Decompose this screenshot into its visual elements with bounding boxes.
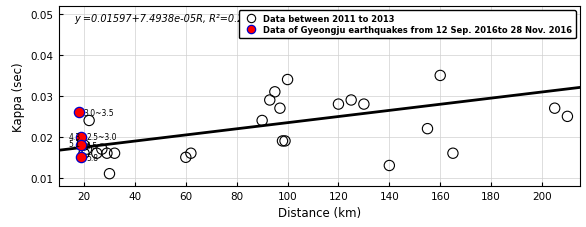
Data between 2011 to 2013 [384, 164, 394, 168]
Text: 2.5~3.0: 2.5~3.0 [86, 133, 117, 142]
Data between 2011 to 2013 [265, 99, 274, 102]
Legend: Data between 2011 to 2013, Data of Gyeongju earthquakes from 12 Sep. 2016to 28 N: Data between 2011 to 2013, Data of Gyeon… [239, 11, 576, 39]
Text: 4.3: 4.3 [69, 132, 81, 141]
Data between 2011 to 2013 [563, 115, 572, 119]
Data between 2011 to 2013 [79, 152, 88, 155]
Text: 4.5: 4.5 [86, 141, 98, 150]
Data between 2011 to 2013 [334, 103, 343, 106]
Text: 5.8: 5.8 [86, 153, 98, 162]
Data between 2011 to 2013 [278, 139, 287, 143]
Data between 2011 to 2013 [359, 103, 369, 106]
Data between 2011 to 2013 [550, 107, 560, 111]
Data between 2011 to 2013 [92, 152, 101, 155]
Data between 2011 to 2013 [84, 119, 94, 123]
Data of Gyeongju earthquakes from 12 Sep. 2016to 28 Nov. 2016 [77, 136, 86, 139]
Text: 3.0~3.5: 3.0~3.5 [84, 108, 114, 117]
Data between 2011 to 2013 [448, 152, 458, 155]
Y-axis label: Kappa (sec): Kappa (sec) [12, 62, 25, 131]
Data between 2011 to 2013 [435, 74, 445, 78]
Data between 2011 to 2013 [283, 78, 292, 82]
Data between 2011 to 2013 [181, 156, 190, 159]
Data between 2011 to 2013 [346, 99, 356, 102]
X-axis label: Distance (km): Distance (km) [278, 207, 361, 220]
Data between 2011 to 2013 [105, 172, 114, 176]
Data between 2011 to 2013 [270, 91, 280, 94]
Text: y =0.01597+7.4938e-05R, R²=0.29253: y =0.01597+7.4938e-05R, R²=0.29253 [74, 14, 269, 24]
Text: 5.1: 5.1 [69, 140, 81, 149]
Data between 2011 to 2013 [97, 148, 107, 151]
Data between 2011 to 2013 [280, 139, 289, 143]
Data of Gyeongju earthquakes from 12 Sep. 2016to 28 Nov. 2016 [77, 143, 86, 147]
Data between 2011 to 2013 [79, 143, 88, 147]
Data between 2011 to 2013 [423, 127, 432, 131]
Data of Gyeongju earthquakes from 12 Sep. 2016to 28 Nov. 2016 [74, 111, 84, 115]
Data between 2011 to 2013 [82, 148, 91, 151]
Data between 2011 to 2013 [102, 152, 111, 155]
Data between 2011 to 2013 [186, 152, 196, 155]
Data between 2011 to 2013 [257, 119, 267, 123]
Data between 2011 to 2013 [275, 107, 285, 111]
Data between 2011 to 2013 [110, 152, 120, 155]
Data of Gyeongju earthquakes from 12 Sep. 2016to 28 Nov. 2016 [77, 156, 86, 159]
